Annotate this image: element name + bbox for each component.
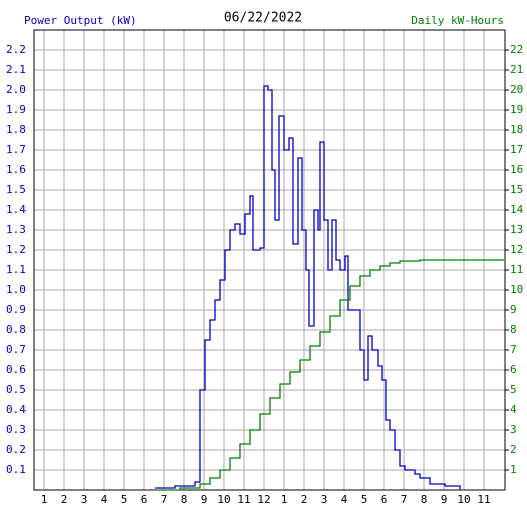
y2-tick-label: 13 [510,223,523,236]
plot-border [33,29,506,491]
y-tick-label: 1.0 [6,283,26,296]
y2-tick-label: 10 [510,283,523,296]
x-tick-label: 1 [281,493,288,506]
y-tick-label: 2.2 [6,43,26,56]
y2-tick-label: 6 [510,363,517,376]
y2-tick-label: 1 [510,463,517,476]
x-tick-label: 5 [121,493,128,506]
x-tick-label: 2 [301,493,308,506]
x-tick-label: 5 [361,493,368,506]
y2-tick-label: 15 [510,183,523,196]
y-tick-label: 0.5 [6,383,26,396]
y2-tick-label: 7 [510,343,517,356]
y2-tick-label: 18 [510,123,523,136]
y-tick-label: 1.3 [6,223,26,236]
y-tick-label: 0.3 [6,423,26,436]
x-tick-label: 4 [341,493,348,506]
y-tick-label: 1.8 [6,123,26,136]
y-tick-label: 0.2 [6,443,26,456]
y-axis-title: Power Output (kW) [24,14,137,27]
y-tick-label: 0.1 [6,463,26,476]
y2-tick-label: 17 [510,143,523,156]
y2-tick-label: 8 [510,323,517,336]
series-line [155,85,461,490]
chart-title: 06/22/2022 [224,11,302,26]
x-tick-label: 9 [441,493,448,506]
x-tick-label: 9 [201,493,208,506]
x-tick-label: 3 [81,493,88,506]
y-tick-label: 0.6 [6,363,26,376]
y-tick-label: 1.6 [6,163,26,176]
series-line [155,259,504,491]
y-tick-label: 0.9 [6,303,26,316]
y2-tick-label: 9 [510,303,517,316]
y2-tick-label: 3 [510,423,517,436]
x-tick-label: 11 [477,493,490,506]
y-tick-label: 1.5 [6,183,26,196]
y2-tick-label: 19 [510,103,523,116]
x-tick-label: 8 [181,493,188,506]
y2-tick-label: 16 [510,163,523,176]
y2-tick-label: 21 [510,63,523,76]
y2-tick-label: 20 [510,83,523,96]
y2-tick-label: 4 [510,403,517,416]
y2-tick-label: 14 [510,203,524,216]
x-tick-label: 11 [237,493,250,506]
x-tick-label: 4 [101,493,108,506]
y-tick-label: 2.1 [6,63,26,76]
y-tick-label: 1.9 [6,103,26,116]
x-tick-label: 8 [421,493,428,506]
x-tick-label: 3 [321,493,328,506]
y-tick-label: 1.1 [6,263,26,276]
y-tick-label: 1.4 [6,203,26,216]
y-tick-label: 0.8 [6,323,26,336]
y-tick-label: 1.2 [6,243,26,256]
x-tick-label: 7 [401,493,408,506]
x-tick-label: 2 [61,493,68,506]
y-tick-label: 2.0 [6,83,26,96]
x-tick-label: 6 [381,493,388,506]
y2-axis-title: Daily kW-Hours [411,14,504,27]
y2-tick-label: 22 [510,43,523,56]
y-tick-label: 0.4 [6,403,26,416]
x-tick-label: 12 [257,493,270,506]
y2-tick-label: 5 [510,383,517,396]
y2-tick-label: 12 [510,243,523,256]
y-tick-label: 0.7 [6,343,26,356]
x-tick-label: 1 [41,493,48,506]
x-tick-label: 10 [457,493,470,506]
y-tick-label: 1.7 [6,143,26,156]
y2-tick-label: 2 [510,443,517,456]
x-tick-label: 7 [161,493,168,506]
y2-tick-label: 11 [510,263,523,276]
x-tick-label: 10 [217,493,230,506]
x-tick-label: 6 [141,493,148,506]
